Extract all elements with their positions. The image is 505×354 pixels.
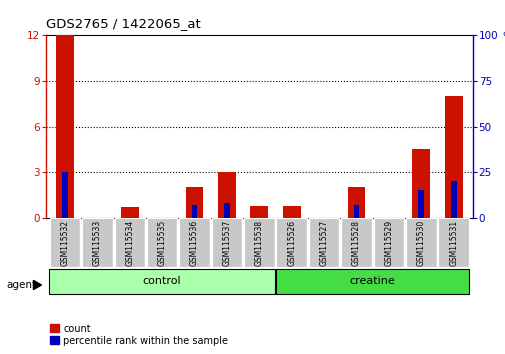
Bar: [218, 172, 235, 218]
Bar: [179, 218, 210, 267]
Text: creatine: creatine: [349, 276, 395, 286]
Text: GSM115537: GSM115537: [222, 220, 231, 266]
Bar: [353, 205, 359, 218]
Bar: [444, 96, 462, 218]
Text: GSM115526: GSM115526: [287, 220, 295, 266]
Text: GSM115528: GSM115528: [351, 220, 360, 266]
Bar: [114, 218, 145, 267]
Bar: [62, 172, 68, 218]
Bar: [276, 218, 307, 267]
Polygon shape: [33, 280, 41, 290]
Text: GSM115527: GSM115527: [319, 220, 328, 266]
Bar: [185, 187, 203, 218]
Bar: [282, 206, 300, 218]
Bar: [121, 207, 138, 218]
Bar: [211, 218, 242, 267]
Text: GSM115538: GSM115538: [255, 220, 263, 266]
Text: agent: agent: [6, 280, 36, 290]
Bar: [56, 35, 74, 218]
Text: GSM115530: GSM115530: [416, 220, 425, 266]
Bar: [405, 218, 436, 267]
Text: GSM115533: GSM115533: [93, 220, 102, 266]
Bar: [49, 269, 274, 294]
Bar: [224, 203, 229, 218]
Bar: [347, 187, 365, 218]
Bar: [450, 181, 456, 218]
Bar: [340, 218, 371, 267]
Text: GDS2765 / 1422065_at: GDS2765 / 1422065_at: [45, 17, 200, 30]
Bar: [146, 218, 177, 267]
Bar: [243, 218, 274, 267]
Bar: [49, 218, 80, 267]
Bar: [308, 218, 339, 267]
Text: GSM115531: GSM115531: [448, 220, 457, 266]
Bar: [82, 218, 113, 267]
Text: GSM115534: GSM115534: [125, 220, 134, 266]
Text: GSM115532: GSM115532: [61, 220, 69, 266]
Bar: [373, 218, 403, 267]
Y-axis label: %: %: [501, 32, 505, 42]
Text: control: control: [142, 276, 181, 286]
Bar: [191, 205, 197, 218]
Text: GSM115536: GSM115536: [190, 220, 198, 266]
Bar: [438, 218, 468, 267]
Bar: [412, 149, 429, 218]
Text: GSM115535: GSM115535: [158, 220, 166, 266]
Bar: [418, 190, 423, 218]
Text: GSM115529: GSM115529: [384, 220, 392, 266]
Bar: [276, 269, 468, 294]
Bar: [250, 206, 268, 218]
Legend: count, percentile rank within the sample: count, percentile rank within the sample: [50, 324, 228, 346]
